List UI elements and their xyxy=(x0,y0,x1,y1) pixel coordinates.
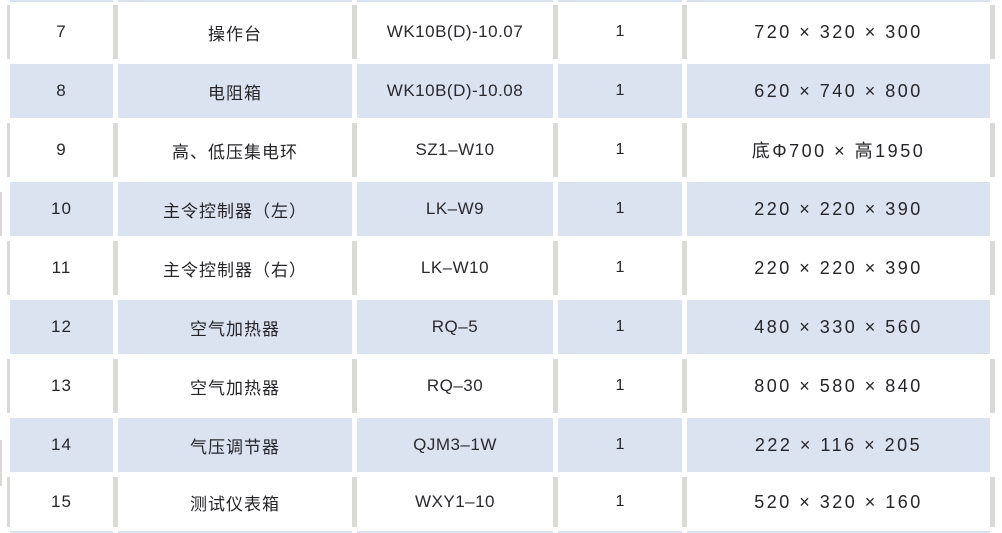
cell-dimensions: 620 × 740 × 800 xyxy=(687,64,990,118)
table-row: 10 主令控制器（左） LK–W9 1 220 × 220 × 390 xyxy=(10,182,992,236)
cell-dimensions: 520 × 320 × 160 xyxy=(687,477,990,527)
cell-dimensions: 底Φ700 × 高1950 xyxy=(687,123,990,177)
cell-model-code: LK–W10 xyxy=(357,241,553,295)
cell-dimensions: 720 × 320 × 300 xyxy=(687,5,990,59)
cropped-cell xyxy=(10,0,113,2)
cell-device-name: 高、低压集电环 xyxy=(118,123,352,177)
cropped-cell xyxy=(118,531,352,533)
cell-row-number: 10 xyxy=(10,182,113,236)
table-row: 13 空气加热器 RQ–30 1 800 × 580 × 840 xyxy=(7,359,995,413)
cropped-left-border-tick xyxy=(0,192,2,236)
table-row: 8 电阻箱 WK10B(D)-10.08 1 620 × 740 × 800 xyxy=(10,64,992,118)
cell-quantity: 1 xyxy=(558,418,682,472)
cropped-row-top-edge xyxy=(10,0,992,2)
cell-model-code: RQ–30 xyxy=(357,359,553,413)
cell-dimensions: 220 × 220 × 390 xyxy=(687,182,990,236)
cell-row-number: 14 xyxy=(10,418,113,472)
table-row: 14 气压调节器 QJM3–1W 1 222 × 116 × 205 xyxy=(10,418,992,472)
cropped-cell xyxy=(10,531,113,533)
cropped-cell xyxy=(687,531,990,533)
cell-row-number: 8 xyxy=(10,64,113,118)
cell-model-code: RQ–5 xyxy=(357,300,553,354)
cell-row-number: 11 xyxy=(10,241,113,295)
cell-row-number: 12 xyxy=(10,300,113,354)
cell-row-number: 15 xyxy=(10,477,113,527)
cropped-cell xyxy=(687,0,990,2)
cell-device-name: 操作台 xyxy=(118,5,352,59)
cell-row-number: 13 xyxy=(10,359,113,413)
cell-quantity: 1 xyxy=(558,5,682,59)
table-row: 11 主令控制器（右） LK–W10 1 220 × 220 × 390 xyxy=(7,241,995,295)
cell-quantity: 1 xyxy=(558,241,682,295)
cell-model-code: LK–W9 xyxy=(357,182,553,236)
cell-quantity: 1 xyxy=(558,64,682,118)
equipment-table-body: 7 操作台 WK10B(D)-10.07 1 720 × 320 × 300 8… xyxy=(0,5,1002,527)
cropped-cell xyxy=(357,531,553,533)
cell-dimensions: 222 × 116 × 205 xyxy=(687,418,990,472)
cell-quantity: 1 xyxy=(558,477,682,527)
cell-model-code: WXY1–10 xyxy=(357,477,553,527)
cropped-cell xyxy=(357,0,553,2)
table-row: 9 高、低压集电环 SZ1–W10 1 底Φ700 × 高1950 xyxy=(7,123,995,177)
cell-dimensions: 800 × 580 × 840 xyxy=(687,359,990,413)
cropped-row-bottom-edge xyxy=(10,531,992,533)
cell-row-number: 9 xyxy=(10,123,113,177)
cell-model-code: WK10B(D)-10.08 xyxy=(357,64,553,118)
cell-quantity: 1 xyxy=(558,182,682,236)
cell-device-name: 主令控制器（左） xyxy=(118,182,352,236)
cell-quantity: 1 xyxy=(558,359,682,413)
cell-quantity: 1 xyxy=(558,300,682,354)
cell-device-name: 主令控制器（右） xyxy=(118,241,352,295)
cell-model-code: SZ1–W10 xyxy=(357,123,553,177)
cell-model-code: WK10B(D)-10.07 xyxy=(357,5,553,59)
cropped-cell xyxy=(558,0,682,2)
cell-dimensions: 220 × 220 × 390 xyxy=(687,241,990,295)
cell-device-name: 空气加热器 xyxy=(118,359,352,413)
table-row: 15 测试仪表箱 WXY1–10 1 520 × 320 × 160 xyxy=(7,477,995,527)
table-row: 7 操作台 WK10B(D)-10.07 1 720 × 320 × 300 xyxy=(7,5,995,59)
cell-row-number: 7 xyxy=(10,5,113,59)
cell-dimensions: 480 × 330 × 560 xyxy=(687,300,990,354)
cell-device-name: 电阻箱 xyxy=(118,64,352,118)
cropped-cell xyxy=(558,531,682,533)
cell-device-name: 气压调节器 xyxy=(118,418,352,472)
cropped-cell xyxy=(118,0,352,2)
cell-model-code: QJM3–1W xyxy=(357,418,553,472)
cropped-left-border-tick xyxy=(0,440,2,486)
cell-quantity: 1 xyxy=(558,123,682,177)
table-row: 12 空气加热器 RQ–5 1 480 × 330 × 560 xyxy=(10,300,992,354)
cell-device-name: 空气加热器 xyxy=(118,300,352,354)
cell-device-name: 测试仪表箱 xyxy=(118,477,352,527)
